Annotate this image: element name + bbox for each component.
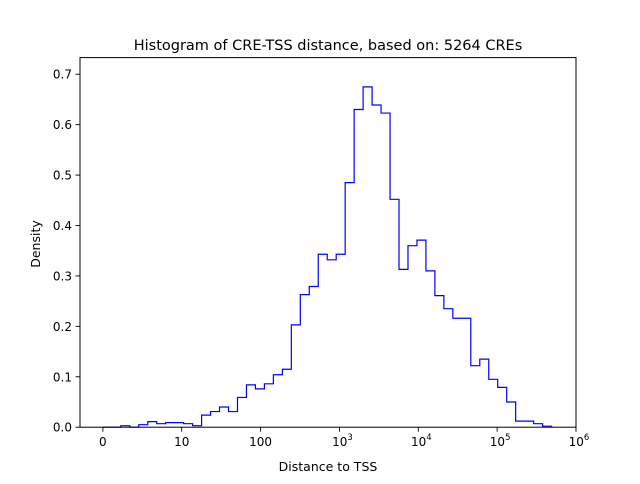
histogram-bin <box>471 366 480 428</box>
histogram-bin <box>282 369 291 427</box>
histogram-bin <box>229 412 238 428</box>
histogram-bin <box>480 359 489 427</box>
chart-title: Histogram of CRE-TSS distance, based on:… <box>134 38 523 54</box>
histogram-bin <box>453 318 462 427</box>
histogram-bin <box>175 423 184 428</box>
x-tick-label: 0 <box>99 435 107 449</box>
histogram-bin <box>390 199 399 427</box>
x-tick-label: 100 <box>249 435 272 449</box>
x-tick-label: 104 <box>411 433 432 449</box>
x-tick-label-base: 10 <box>569 435 584 449</box>
y-tick-label: 0.2 <box>53 320 72 334</box>
histogram-bin <box>426 271 435 427</box>
histogram-bin <box>372 105 381 427</box>
y-tick-label: 0.6 <box>53 118 72 132</box>
histogram-bin <box>417 240 426 427</box>
histogram-bin <box>381 113 390 427</box>
histogram-bin <box>157 424 166 428</box>
histogram-bin <box>534 424 543 428</box>
histogram-bin <box>264 384 273 427</box>
histogram-bin <box>336 254 345 427</box>
y-tick-label: 0.1 <box>53 370 72 384</box>
x-tick-label: 10 <box>174 435 189 449</box>
histogram-bin <box>202 415 211 427</box>
y-tick-label: 0.0 <box>53 421 72 435</box>
y-axis-ticks: 0.0 0.1 0.2 0.3 0.4 0.5 0.6 0.7 <box>53 68 80 435</box>
y-axis-label: Density <box>28 220 43 268</box>
x-tick-label-exponent: 5 <box>505 433 510 443</box>
histogram-bin <box>309 287 318 428</box>
histogram-bin <box>354 110 363 428</box>
histogram-bin <box>166 423 175 428</box>
y-tick-label: 0.5 <box>53 169 72 183</box>
x-tick-label-exponent: 6 <box>584 433 589 443</box>
x-tick-label-base: 10 <box>332 435 347 449</box>
histogram-bin <box>273 375 282 427</box>
histogram-bin <box>462 318 471 427</box>
x-tick-label: 105 <box>490 433 511 449</box>
histogram-bin <box>399 269 408 427</box>
y-tick-label: 0.3 <box>53 269 72 283</box>
histogram-bin <box>498 387 507 427</box>
histogram-bin <box>237 397 246 427</box>
histogram-bin <box>246 385 255 427</box>
histogram-bin <box>408 246 417 428</box>
histogram-bin <box>318 254 327 427</box>
x-tick-label-exponent: 4 <box>426 433 431 443</box>
histogram-bin <box>489 379 498 427</box>
y-tick-label: 0.4 <box>53 219 72 233</box>
x-tick-label: 103 <box>332 433 353 449</box>
x-tick-label-base: 100 <box>249 435 272 449</box>
plot-area <box>102 86 553 428</box>
histogram-step-line <box>102 86 553 428</box>
histogram-bin <box>148 422 157 428</box>
histogram-bin <box>516 421 525 427</box>
histogram-bin <box>345 183 354 428</box>
x-tick-label-base: 0 <box>99 435 107 449</box>
histogram-bin <box>435 296 444 428</box>
x-tick-label-base: 10 <box>174 435 189 449</box>
x-axis-ticks: 0 10 100 103 104 105 106 <box>99 427 589 449</box>
histogram-bin <box>363 87 372 427</box>
histogram-bin <box>220 407 229 427</box>
x-tick-label: 106 <box>569 433 590 449</box>
histogram-bin <box>255 389 264 427</box>
histogram-bin <box>300 295 309 428</box>
axes-frame <box>79 57 577 428</box>
x-tick-label-base: 10 <box>411 435 426 449</box>
histogram-bin <box>507 402 516 427</box>
histogram-bin <box>444 309 453 427</box>
y-tick-label: 0.7 <box>53 68 72 82</box>
x-tick-label-exponent: 3 <box>347 433 352 443</box>
histogram-bin <box>327 260 336 427</box>
histogram-bin <box>184 424 193 428</box>
x-axis-label: Distance to TSS <box>279 459 378 474</box>
histogram-bin <box>291 325 300 427</box>
histogram-bin <box>211 412 220 428</box>
x-tick-label-base: 10 <box>490 435 505 449</box>
histogram-bin <box>525 421 534 427</box>
